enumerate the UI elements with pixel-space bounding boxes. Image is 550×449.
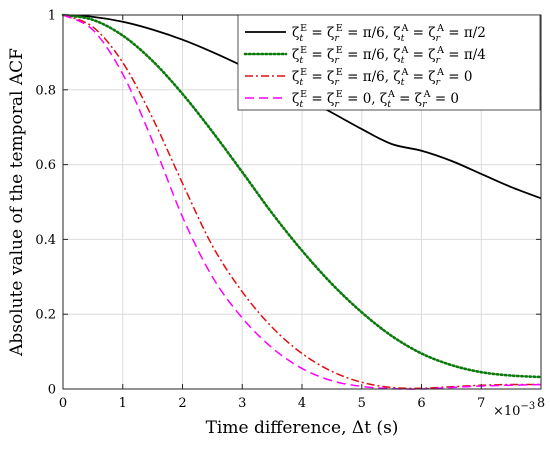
legend-text-part: E <box>336 23 343 34</box>
y-tick-label: 0.2 <box>35 308 56 323</box>
legend-text-part: ζ <box>292 69 299 85</box>
legend-text-part: = ζ <box>408 47 435 63</box>
y-tick-label: 0.6 <box>35 158 56 173</box>
legend-text-part: t <box>299 33 303 44</box>
legend-text-part: r <box>334 77 340 88</box>
legend-text-part: t <box>387 99 391 110</box>
series-line-3 <box>62 14 542 390</box>
legend-text-part: A <box>400 45 408 56</box>
legend-text-part: = ζ <box>307 69 334 85</box>
y-tick-label: 0.8 <box>35 83 56 98</box>
axis-ticks: 0 1 2 3 4 5 6 7 8 0 0.2 0.4 0.6 0.8 1 <box>35 9 545 412</box>
legend-text-part: A <box>387 89 395 100</box>
legend-text-part: r <box>334 99 340 110</box>
legend-text-part: t <box>299 77 303 88</box>
legend-text-part: t <box>401 33 405 44</box>
x-tick-label: 2 <box>178 396 186 411</box>
legend-label-2: ζtE = ζrE = π/6, ζtA = ζrA = π/4 <box>292 45 486 66</box>
legend-text-part: ζ <box>292 91 299 107</box>
x-axis-exponent: ×10−3 <box>493 401 535 419</box>
legend-label-1: ζtE = ζrE = π/6, ζtA = ζrA = π/2 <box>292 23 486 44</box>
legend-text-part: r <box>334 33 340 44</box>
y-tick-label: 0.4 <box>35 233 56 248</box>
x-tick-label: 3 <box>238 396 246 411</box>
legend-text-part: = ζ <box>307 47 334 63</box>
legend-text-part: E <box>336 67 343 78</box>
x-tick-label: 1 <box>119 396 127 411</box>
legend-text-part: = ζ <box>408 69 435 85</box>
legend-text-part: E <box>336 45 343 56</box>
legend-text-part: t <box>401 77 405 88</box>
legend-box <box>237 14 541 111</box>
legend-text-part: r <box>436 33 442 44</box>
series-line-2 <box>61 13 543 379</box>
legend-text-part: = π/6, ζ <box>343 47 401 63</box>
legend-text-part: E <box>300 67 307 78</box>
legend-text-part: = π/6, ζ <box>343 25 401 41</box>
legend-text-part: = ζ <box>395 91 422 107</box>
x-exponent-base: ×10 <box>493 404 520 419</box>
x-tick-label: 0 <box>59 396 67 411</box>
x-tick-label: 5 <box>358 396 366 411</box>
legend-text-part: E <box>336 89 343 100</box>
legend-text-part: ζ <box>292 47 299 63</box>
legend-text-part: A <box>423 89 431 100</box>
y-tick-label: 1 <box>48 9 56 24</box>
legend-text-part: = ζ <box>307 25 334 41</box>
legend-text-part: A <box>436 45 444 56</box>
legend-text-part: = π/4 <box>444 47 486 63</box>
legend-text-part: = 0, ζ <box>343 91 387 107</box>
legend-text-part: E <box>300 23 307 34</box>
legend-text-part: = π/2 <box>444 25 486 41</box>
legend-text-part: = 0 <box>444 69 472 85</box>
legend-label-3: ζtE = ζrE = π/6, ζtA = ζrA = 0 <box>292 67 472 88</box>
legend-text-part: r <box>422 99 428 110</box>
legend-text-part: ζ <box>292 25 299 41</box>
legend-text-part: A <box>400 67 408 78</box>
x-axis-label: Time difference, Δt (s) <box>206 418 399 438</box>
legend-text-part: = ζ <box>408 25 435 41</box>
y-tick-label: 0 <box>48 383 56 398</box>
legend-label-4: ζtE = ζrE = 0, ζtA = ζrA = 0 <box>292 89 459 110</box>
x-tick-label: 4 <box>298 396 306 411</box>
legend-text-part: = π/6, ζ <box>343 69 401 85</box>
legend-text-part: E <box>300 45 307 56</box>
series-line-4 <box>62 14 542 390</box>
legend-text-part: t <box>299 55 303 66</box>
legend-text-part: = ζ <box>307 91 334 107</box>
legend-text-part: = 0 <box>431 91 459 107</box>
legend-text-part: r <box>334 55 340 66</box>
y-axis-label: Absolute value of the temporal ACF <box>7 48 27 357</box>
x-tick-label: 7 <box>477 396 485 411</box>
x-tick-label: 6 <box>417 396 425 411</box>
legend-text-part: t <box>299 99 303 110</box>
x-tick-label: 8 <box>537 396 545 411</box>
x-exponent-power: −3 <box>520 401 535 412</box>
legend-text-part: t <box>401 55 405 66</box>
legend-text-part: r <box>436 55 442 66</box>
legend-text-part: A <box>400 23 408 34</box>
legend-text-part: A <box>436 67 444 78</box>
legend-text-part: E <box>300 89 307 100</box>
legend-text-part: r <box>436 77 442 88</box>
legend-text-part: A <box>436 23 444 34</box>
